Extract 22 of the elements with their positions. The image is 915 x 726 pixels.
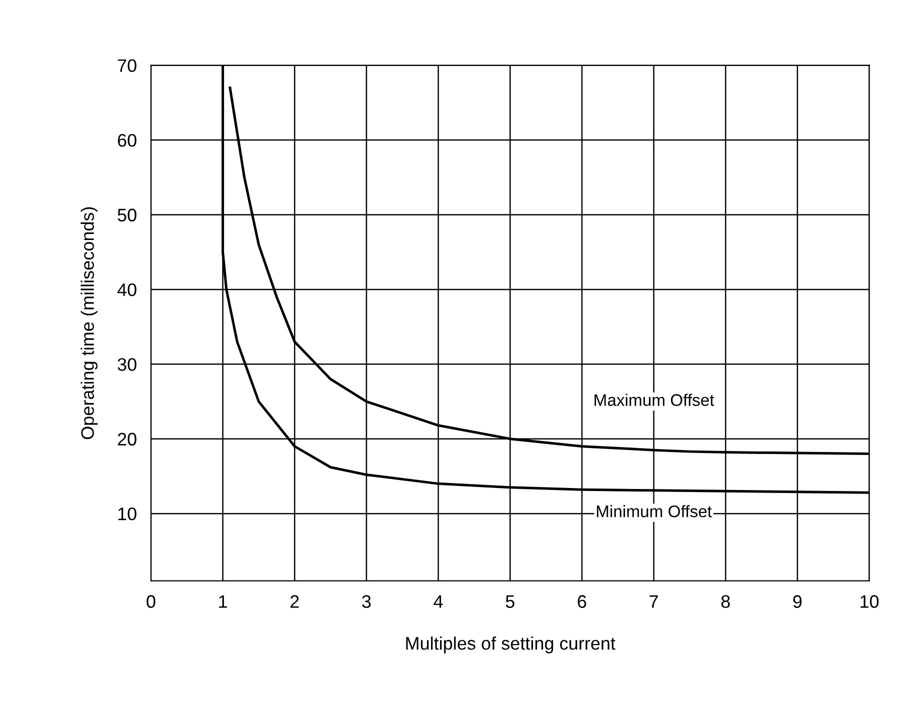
y-tick-label: 70	[118, 59, 136, 72]
series-label: Minimum Offset	[596, 505, 712, 518]
y-tick-label: 40	[117, 283, 136, 296]
x-tick-label: 4	[434, 595, 443, 608]
y-tick-label: 60	[118, 134, 136, 147]
x-tick-label: 2	[290, 595, 299, 608]
x-tick-label: 5	[506, 595, 514, 608]
x-tick-label: 3	[362, 595, 371, 608]
y-tick-label: 20	[118, 432, 136, 446]
y-axis-title: Operating time (milliseconds)	[80, 207, 98, 440]
y-tick-label: 10	[118, 508, 136, 520]
x-tick-label: 8	[721, 595, 730, 608]
text: Maximum Offset	[594, 394, 714, 406]
x-tick-label: 10	[860, 595, 879, 608]
x-tick-label: 9	[793, 595, 802, 608]
x-tick-label: 0	[146, 595, 156, 608]
x-tick-label: 7	[650, 595, 658, 608]
y-tick-label: 30	[118, 358, 136, 371]
x-tick-label: 1	[219, 595, 227, 608]
x-axis-title: Multiples of setting current	[406, 636, 616, 654]
y-tick-label: 50	[118, 208, 136, 222]
x-tick-label: 6	[578, 595, 586, 608]
